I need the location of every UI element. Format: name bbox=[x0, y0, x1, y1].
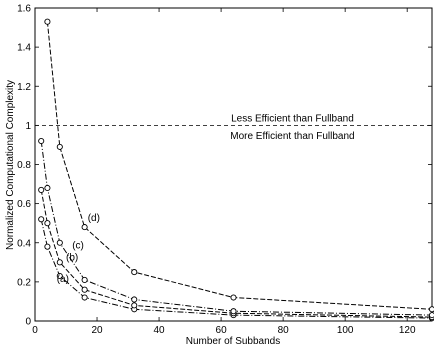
series-label-3: (d) bbox=[88, 213, 100, 224]
series-1-point bbox=[38, 186, 45, 193]
x-tick-label: 120 bbox=[399, 325, 416, 336]
plot-frame bbox=[34, 7, 433, 322]
x-tick-label: 40 bbox=[154, 325, 166, 336]
series-label-0: (a) bbox=[57, 274, 69, 285]
y-tick-label: 0.4 bbox=[17, 238, 31, 249]
y-tick-label: 1.6 bbox=[17, 4, 31, 15]
annotation-less-efficient: Less Efficient than Fullband bbox=[231, 113, 354, 124]
x-axis-label: Number of Subbands bbox=[186, 336, 281, 347]
x-tick-label: 0 bbox=[32, 325, 38, 336]
series-2-point bbox=[44, 184, 51, 192]
series-line-2 bbox=[40, 140, 433, 316]
series-3-point bbox=[131, 269, 138, 276]
series-3-point bbox=[81, 224, 88, 231]
x-tick-label: 20 bbox=[91, 325, 103, 336]
series-1-point bbox=[56, 259, 63, 266]
y-tick-label: 0.2 bbox=[17, 277, 31, 288]
series-line-3 bbox=[46, 21, 433, 310]
y-tick-label: 0 bbox=[25, 317, 31, 328]
y-tick-label: 1 bbox=[25, 121, 31, 132]
y-tick-label: 0.8 bbox=[17, 160, 31, 171]
y-tick-label: 0.6 bbox=[17, 199, 31, 210]
series-0-point bbox=[44, 243, 51, 250]
series-0-point bbox=[38, 216, 45, 223]
series-label-1: (b) bbox=[66, 252, 78, 263]
series-1-point bbox=[44, 220, 51, 227]
series-2-point bbox=[81, 276, 88, 283]
series-3-point bbox=[230, 294, 237, 301]
series-2-point bbox=[428, 312, 434, 319]
series-3-point bbox=[44, 18, 51, 25]
series-2-point bbox=[38, 137, 45, 145]
y-tick-label: 1.2 bbox=[17, 82, 31, 93]
annotation-more-efficient: More Efficient than Fullband bbox=[230, 131, 354, 142]
series-2-point bbox=[56, 239, 63, 246]
series-1-point bbox=[131, 302, 138, 309]
x-tick-label: 60 bbox=[216, 325, 228, 336]
series-1-point bbox=[81, 286, 88, 293]
series-line-0 bbox=[40, 219, 433, 319]
series-3-point bbox=[56, 143, 63, 150]
x-tick-label: 100 bbox=[337, 325, 354, 336]
x-tick-label: 80 bbox=[278, 325, 290, 336]
series-2-point bbox=[230, 308, 237, 315]
series-label-2: (c) bbox=[72, 241, 84, 252]
y-tick-label: 1.4 bbox=[17, 43, 31, 54]
series-2-point bbox=[131, 296, 138, 303]
series-3-point bbox=[428, 306, 434, 313]
series-0-point bbox=[81, 294, 88, 301]
y-axis-label: Normalized Computational Complexity bbox=[5, 80, 16, 250]
series-0-point bbox=[56, 272, 63, 280]
